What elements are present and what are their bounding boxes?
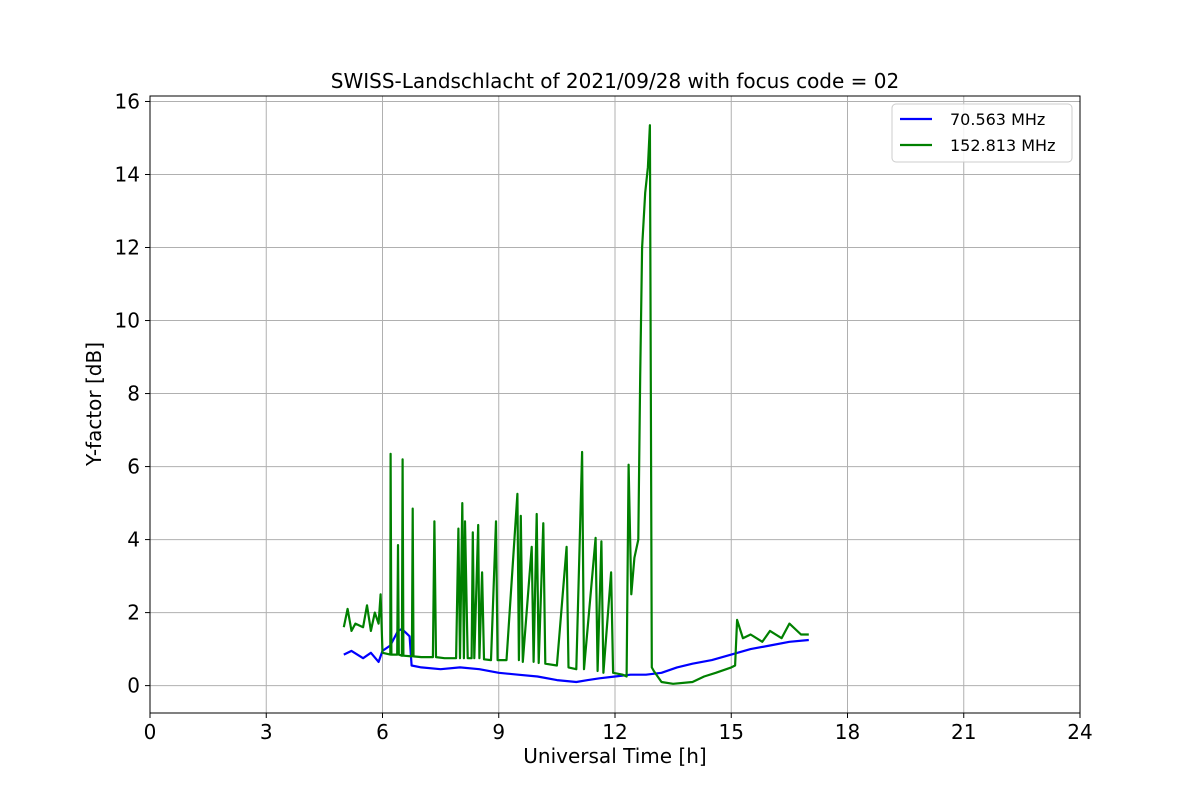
y-axis-label: Y-factor [dB] (82, 342, 106, 467)
y-tick-label: 10 (115, 309, 140, 333)
y-tick-label: 0 (127, 674, 140, 698)
y-tick-label: 16 (115, 89, 140, 113)
x-tick-label: 12 (602, 720, 627, 744)
y-tick-label: 14 (115, 162, 140, 186)
y-tick-label: 8 (127, 382, 140, 406)
series-layer (342, 124, 809, 685)
x-tick-label: 3 (260, 720, 273, 744)
grid-lines (149, 96, 1081, 713)
legend: 70.563 MHz 152.813 MHz (891, 103, 1073, 163)
series-line-1 (343, 627, 809, 684)
x-tick-label: 15 (719, 720, 744, 744)
x-tick-label: 18 (835, 720, 860, 744)
x-tick-label: 21 (951, 720, 976, 744)
y-tick-label: 4 (127, 528, 140, 552)
y-tick-label: 12 (115, 236, 140, 260)
x-tick-label: 6 (376, 720, 389, 744)
legend-box (891, 103, 1073, 163)
y-tick-label: 2 (127, 601, 140, 625)
x-tick-label: 24 (1067, 720, 1092, 744)
legend-label-1: 70.563 MHz (950, 110, 1045, 129)
series-line-2 (342, 124, 809, 685)
x-axis-label: Universal Time [h] (523, 744, 706, 768)
chart-title: SWISS-Landschlacht of 2021/09/28 with fo… (331, 69, 899, 93)
x-tick-label: 9 (492, 720, 505, 744)
x-tick-label: 0 (144, 720, 157, 744)
y-tick-label: 6 (127, 455, 140, 479)
legend-label-2: 152.813 MHz (950, 136, 1055, 155)
